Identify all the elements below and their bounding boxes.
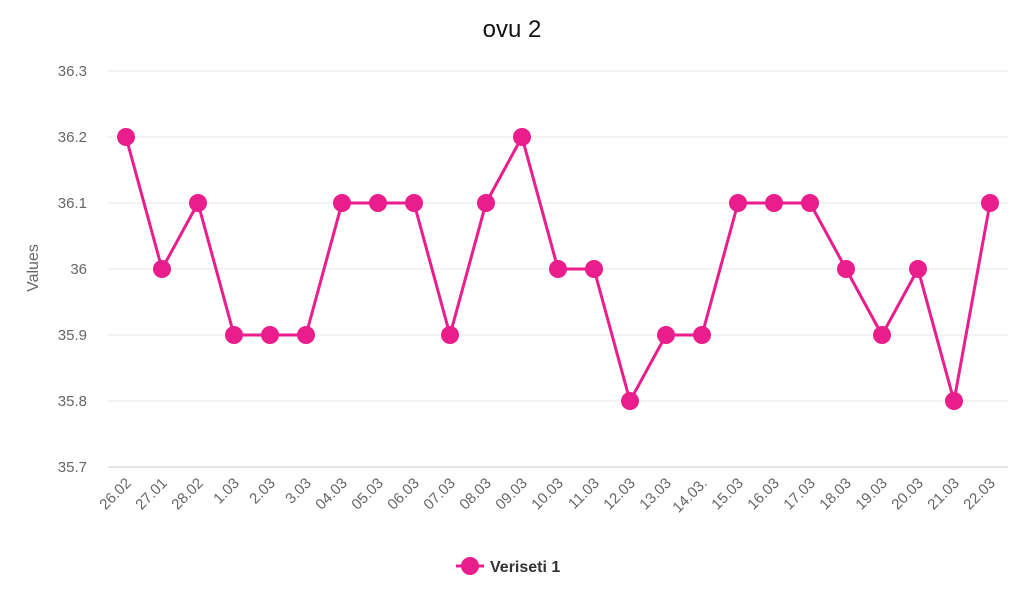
data-point[interactable] (189, 194, 207, 212)
x-tick-label: 07.03 (420, 475, 459, 514)
x-tick-label: 28.02 (168, 475, 207, 514)
x-tick-label: 04.03 (312, 475, 351, 514)
data-point[interactable] (225, 326, 243, 344)
series-veriseti-1 (117, 128, 999, 410)
y-tick-label: 35.9 (58, 327, 87, 344)
y-tick-label: 35.8 (58, 393, 87, 410)
x-tick-label: 21.03 (924, 475, 963, 514)
grid-lines (108, 70, 1008, 402)
x-tick-label: 17.03 (780, 475, 819, 514)
x-tick-label: 27.01 (132, 475, 171, 514)
data-point[interactable] (261, 326, 279, 344)
y-tick-label: 36.2 (58, 129, 87, 146)
x-tick-label: 13.03 (636, 475, 675, 514)
data-point[interactable] (585, 260, 603, 278)
data-point[interactable] (117, 128, 135, 146)
chart-title: ovu 2 (483, 16, 542, 43)
data-point[interactable] (981, 194, 999, 212)
data-point[interactable] (369, 194, 387, 212)
data-point[interactable] (765, 194, 783, 212)
x-tick-label: 11.03 (565, 475, 603, 513)
x-tick-label: 12.03 (600, 475, 639, 514)
data-point[interactable] (909, 260, 927, 278)
data-point[interactable] (297, 326, 315, 344)
data-point[interactable] (873, 326, 891, 344)
data-point[interactable] (657, 326, 675, 344)
legend-marker (461, 557, 479, 575)
legend[interactable]: Veriseti 1 (456, 557, 560, 576)
data-point[interactable] (693, 326, 711, 344)
data-point[interactable] (621, 392, 639, 410)
legend-label: Veriseti 1 (490, 559, 560, 576)
x-tick-label: 26.02 (96, 475, 135, 514)
data-point[interactable] (333, 194, 351, 212)
x-tick-label: 08.03 (456, 475, 495, 514)
x-tick-label: 1.03 (210, 475, 243, 508)
x-tick-label: 18.03 (816, 475, 855, 514)
data-point[interactable] (945, 392, 963, 410)
data-point[interactable] (549, 260, 567, 278)
data-point[interactable] (513, 128, 531, 146)
data-point[interactable] (729, 194, 747, 212)
y-axis-label: Values (25, 244, 42, 292)
x-tick-label: 09.03 (492, 475, 531, 514)
x-tick-label: 22.03 (960, 475, 999, 514)
y-axis-ticks: 35.7 35.8 35.9 36 36.1 36.2 36.3 (58, 63, 87, 476)
x-tick-label: 15.03 (708, 475, 747, 514)
x-tick-label: 05.03 (348, 475, 387, 514)
data-point[interactable] (153, 260, 171, 278)
y-tick-label: 36 (70, 261, 87, 278)
data-point[interactable] (801, 194, 819, 212)
x-tick-label: 06.03 (384, 475, 423, 514)
x-tick-label: 3.03 (282, 475, 315, 508)
data-point[interactable] (837, 260, 855, 278)
data-point[interactable] (441, 326, 459, 344)
data-point[interactable] (477, 194, 495, 212)
x-tick-label: 16.03 (744, 475, 783, 514)
y-tick-label: 35.7 (58, 459, 87, 476)
x-tick-label: 20.03 (888, 475, 927, 514)
y-tick-label: 36.3 (58, 63, 87, 80)
x-tick-label: 2.03 (246, 475, 279, 508)
x-tick-label: 19.03 (852, 475, 891, 514)
x-tick-label: 10.03 (528, 475, 567, 514)
data-point[interactable] (405, 194, 423, 212)
y-tick-label: 36.1 (58, 195, 87, 212)
x-tick-label: 14.03. (669, 475, 711, 517)
